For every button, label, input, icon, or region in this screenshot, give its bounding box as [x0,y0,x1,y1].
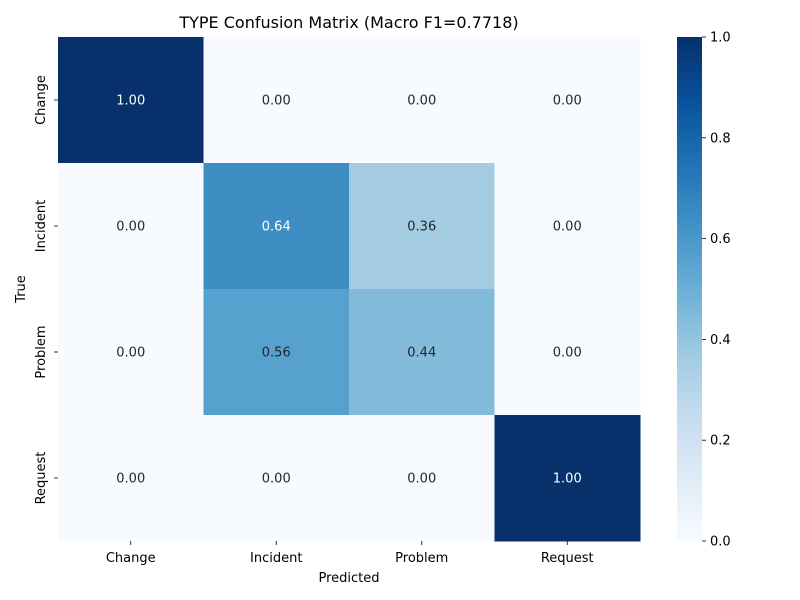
cell-value-label: 0.00 [116,346,145,361]
y-tick-label: Problem [34,325,49,378]
cell-value-label: 0.00 [407,94,436,109]
heatmap-cell [58,415,204,542]
heatmap-cell [203,289,350,416]
cell-value-label: 0.64 [262,220,291,235]
x-tick-label: Incident [250,551,302,566]
heatmap-cell [494,289,641,416]
colorbar-tick-label: 0.0 [710,535,731,550]
heatmap-cell [349,163,495,290]
heatmap-cell [58,163,204,290]
cell-value-label: 0.00 [116,472,145,487]
heatmap-cell [58,37,204,164]
cell-value-label: 0.44 [407,346,436,361]
x-tick-label: Change [106,551,156,566]
y-tick-label: Request [34,452,49,505]
heatmap-cell [494,37,641,164]
y-axis-label: True [14,275,29,304]
colorbar-ticks: 0.0 0.2 0.4 0.6 0.8 1.0 [702,31,731,550]
heatmap-cell [203,37,350,164]
heatmap-cell [203,163,350,290]
y-tick-label: Incident [34,200,49,252]
cell-value-label: 0.36 [407,220,436,235]
heatmap-cell-labels: 1.00 0.00 0.00 0.00 0.00 0.64 0.36 0.00 0.00 0.56… [116,94,581,487]
cell-value-label: 0.56 [262,346,291,361]
heatmap-cells [58,37,641,542]
colorbar-tick-label: 0.8 [710,131,731,146]
y-tick-label: Change [34,75,49,125]
cell-value-label: 0.00 [407,472,436,487]
cell-value-label: 0.00 [553,220,582,235]
colorbar-tick-label: 0.4 [710,333,731,348]
cell-value-label: 1.00 [553,472,582,487]
heatmap-cell [494,415,641,542]
colorbar-tick-label: 1.0 [710,31,731,46]
cell-value-label: 0.00 [553,94,582,109]
y-axis-ticks: Change Incident Problem Request [34,75,58,504]
heatmap-cell [349,415,495,542]
cell-value-label: 1.00 [116,94,145,109]
x-axis-ticks: Change Incident Problem Request [106,541,594,566]
chart-title: TYPE Confusion Matrix (Macro F1=0.7718) [178,13,518,32]
cell-value-label: 0.00 [116,220,145,235]
colorbar-tick-label: 0.2 [710,434,731,449]
colorbar [677,37,702,541]
x-axis-label: Predicted [318,571,379,586]
cell-value-label: 0.00 [262,472,291,487]
heatmap-cell [58,289,204,416]
cell-value-label: 0.00 [553,346,582,361]
heatmap-cell [349,37,495,164]
colorbar-tick-label: 0.6 [710,232,731,247]
cell-value-label: 0.00 [262,94,291,109]
heatmap-cell [349,289,495,416]
x-tick-label: Request [541,551,594,566]
heatmap-cell [203,415,350,542]
heatmap-cell [494,163,641,290]
x-tick-label: Problem [395,551,448,566]
